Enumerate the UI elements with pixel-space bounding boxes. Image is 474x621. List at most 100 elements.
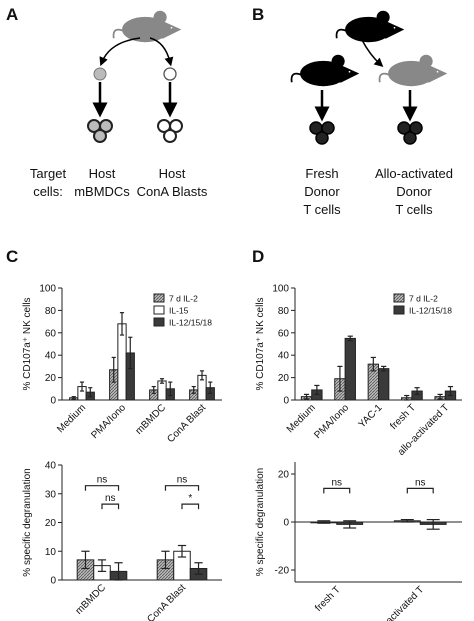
y-tick-label: 0 [283, 518, 289, 529]
target-label: Allo-activated [375, 166, 453, 181]
target-label: Fresh [305, 166, 338, 181]
significance-bracket [101, 503, 120, 510]
legend-swatch [153, 317, 165, 327]
significance-bracket [181, 503, 200, 510]
significance-label: ns [331, 477, 342, 488]
error-bar [111, 356, 116, 383]
y-tick-label: 30 [45, 489, 57, 500]
target-label: Host [159, 166, 186, 181]
panel-label: C [6, 247, 18, 266]
error-bar [337, 365, 343, 392]
legend-label: 7 d IL-2 [409, 294, 438, 304]
error-bar [303, 393, 310, 400]
target-label: T cells [303, 202, 341, 217]
error-bar [194, 562, 203, 575]
x-tick-label: mBMDC [74, 582, 108, 616]
x-tick-label: PMA/Iono [89, 402, 128, 441]
legend-swatch [153, 305, 165, 315]
target-label: Host [89, 166, 116, 181]
x-tick-label: ConA Blast [145, 582, 188, 621]
x-tick-label: ConA Blast [165, 402, 208, 445]
y-tick-label: 0 [283, 396, 289, 407]
y-axis-label: % specific degranulation [255, 468, 266, 576]
error-bar [81, 550, 90, 570]
error-bar [370, 356, 376, 372]
error-bar [414, 387, 420, 395]
error-bar [199, 370, 205, 381]
error-bar [447, 385, 454, 397]
error-bar [191, 385, 196, 394]
bar [378, 368, 390, 401]
x-tick-label: fresh T [313, 584, 343, 614]
y-axis-label: % specific degranulation [22, 468, 33, 576]
significance-label: * [188, 493, 192, 504]
y-tick-label: 20 [45, 518, 57, 529]
x-tick-label: mBMDC [134, 402, 168, 436]
y-tick-label: -20 [275, 566, 290, 577]
legend-label: IL-12/15/18 [409, 306, 452, 316]
y-tick-label: 80 [45, 306, 57, 317]
significance-bracket [323, 487, 351, 494]
bar [344, 337, 356, 401]
error-bar [343, 520, 357, 529]
y-tick-label: 0 [50, 576, 56, 587]
error-bar [97, 559, 107, 572]
diagram-a: Target cells: Host mBMDCs Host ConA Blas… [30, 10, 208, 199]
significance-label: ns [105, 493, 116, 504]
target-label: Donor [304, 184, 340, 199]
x-tick-label: YAC-1 [357, 402, 385, 430]
row-label: Target [30, 166, 67, 181]
error-bar [161, 550, 170, 570]
legend-swatch [393, 305, 405, 315]
error-bar [79, 381, 85, 392]
error-bar [381, 365, 387, 372]
error-bar [159, 378, 165, 384]
error-bar [400, 518, 414, 523]
y-tick-label: 20 [278, 373, 290, 384]
error-bar [437, 393, 443, 400]
y-tick-label: 0 [50, 396, 56, 407]
significance-bracket [84, 485, 120, 491]
legend-swatch [393, 293, 405, 303]
error-bar [168, 381, 173, 397]
y-tick-label: 10 [45, 547, 57, 558]
x-tick-label: PMA/Iono [312, 402, 351, 441]
panel-label: A [6, 5, 18, 24]
y-tick-label: 100 [39, 284, 56, 295]
y-tick-label: 60 [45, 328, 57, 339]
y-tick-label: 20 [45, 373, 57, 384]
y-tick-label: 40 [45, 461, 57, 472]
bar [157, 380, 167, 401]
error-bar [71, 396, 76, 400]
diagram-b: Fresh Donor T cells Allo-activated Donor… [290, 10, 453, 217]
y-tick-label: 40 [278, 351, 290, 362]
significance-bracket [164, 485, 200, 491]
y-tick-label: 60 [278, 328, 290, 339]
significance-label: ns [177, 475, 188, 486]
significance-bracket [406, 487, 434, 494]
error-bar [119, 312, 125, 336]
error-bar [177, 544, 187, 558]
target-label: T cells [395, 202, 433, 217]
legend-label: 7 d IL-2 [169, 294, 198, 304]
error-bar [314, 384, 320, 395]
x-tick-label: Medium [55, 402, 88, 435]
y-tick-label: 100 [272, 284, 289, 295]
y-tick-label: 20 [278, 470, 290, 481]
x-tick-label: Medium [285, 402, 318, 435]
y-tick-label: 80 [278, 306, 290, 317]
target-label: Donor [396, 184, 432, 199]
x-tick-label: fresh T [388, 402, 418, 432]
error-bar [114, 562, 123, 581]
error-bar [317, 520, 331, 524]
significance-label: ns [97, 475, 108, 486]
target-label: mBMDCs [74, 184, 130, 199]
y-axis-label: % CD107a⁺ NK cells [22, 297, 33, 390]
error-bar [128, 336, 133, 370]
y-tick-label: 40 [45, 351, 57, 362]
significance-label: ns [415, 477, 426, 488]
error-bar [404, 394, 410, 401]
error-bar [426, 518, 440, 530]
